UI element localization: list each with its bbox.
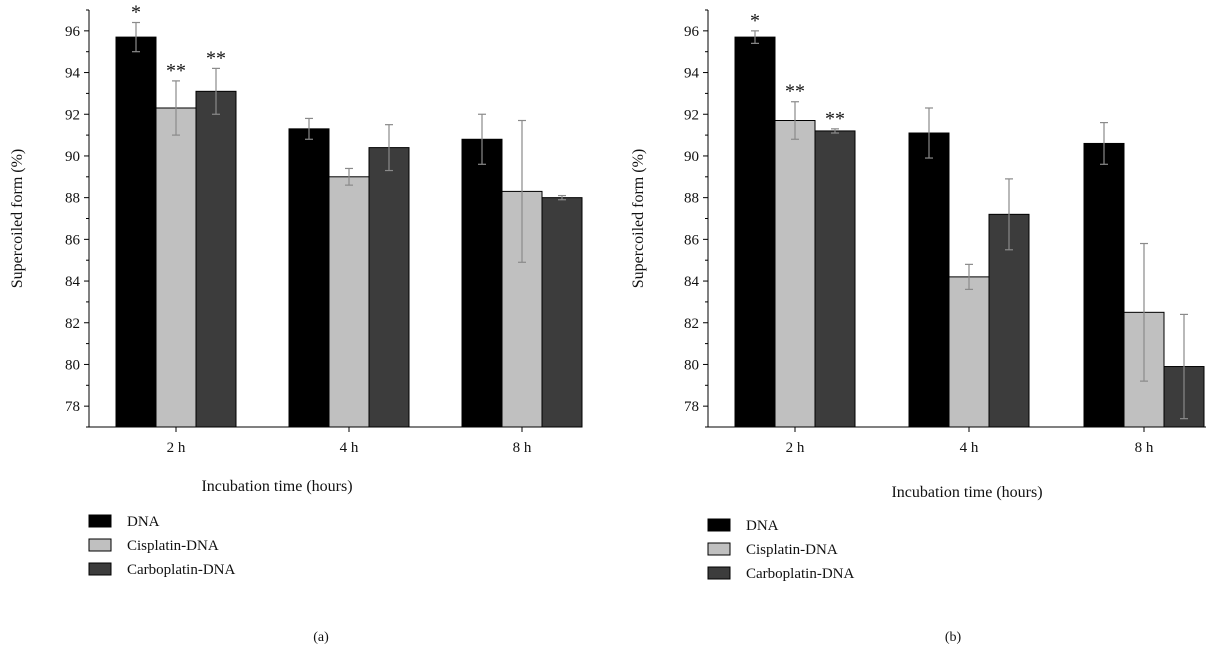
y-tick-label: 92 bbox=[65, 107, 80, 123]
panel-label: (a) bbox=[313, 630, 329, 645]
bar-carboplatin-dna bbox=[814, 130, 856, 428]
y-tick-label: 88 bbox=[684, 191, 699, 207]
bar-carboplatin-dna bbox=[195, 90, 237, 428]
y-tick-label: 86 bbox=[684, 232, 700, 248]
x-tick-label: 8 h bbox=[1135, 440, 1154, 456]
significance-marker: ** bbox=[166, 60, 186, 82]
y-tick-label: 96 bbox=[684, 24, 700, 40]
x-tick-label: 2 h bbox=[167, 440, 186, 456]
bar-cisplatin-dna bbox=[948, 276, 990, 428]
legend-swatch-carboplatin-dna bbox=[707, 566, 731, 580]
y-tick-label: 94 bbox=[684, 66, 700, 82]
y-tick-label: 96 bbox=[65, 24, 81, 40]
bar-cisplatin-dna bbox=[328, 176, 370, 428]
x-tick-label: 8 h bbox=[513, 440, 532, 456]
y-tick-label: 92 bbox=[684, 107, 699, 123]
significance-marker: * bbox=[750, 10, 760, 32]
y-tick-label: 78 bbox=[65, 399, 80, 415]
legend-label: DNA bbox=[127, 514, 160, 530]
y-tick-label: 82 bbox=[65, 316, 80, 332]
legend-swatch-carboplatin-dna bbox=[88, 562, 112, 576]
bar-dna bbox=[1083, 142, 1125, 428]
y-tick-label: 94 bbox=[65, 66, 81, 82]
y-axis-title: Supercoiled form (%) bbox=[9, 149, 26, 289]
legend-label: Carboplatin-DNA bbox=[746, 566, 854, 582]
significance-marker: ** bbox=[206, 47, 226, 69]
legend-swatch-dna bbox=[88, 514, 112, 528]
y-tick-label: 86 bbox=[65, 232, 81, 248]
x-tick-label: 2 h bbox=[786, 440, 805, 456]
bar-dna bbox=[461, 138, 503, 428]
legend-label: Cisplatin-DNA bbox=[127, 538, 219, 554]
bar-carboplatin-dna bbox=[368, 147, 410, 428]
x-tick-label: 4 h bbox=[340, 440, 359, 456]
y-axis-title: Supercoiled form (%) bbox=[630, 149, 647, 289]
legend-swatch-dna bbox=[707, 518, 731, 532]
panel-label: (b) bbox=[945, 630, 962, 645]
significance-marker: * bbox=[131, 2, 141, 24]
y-tick-label: 88 bbox=[65, 191, 80, 207]
legend-label: Cisplatin-DNA bbox=[746, 542, 838, 558]
y-tick-label: 84 bbox=[65, 274, 81, 290]
bar-cisplatin-dna bbox=[774, 120, 816, 428]
legend-label: Carboplatin-DNA bbox=[127, 562, 235, 578]
x-tick-label: 4 h bbox=[960, 440, 979, 456]
significance-marker: ** bbox=[825, 108, 845, 130]
bar-dna bbox=[288, 128, 330, 428]
x-axis-title: Incubation time (hours) bbox=[201, 478, 352, 495]
bar-carboplatin-dna bbox=[541, 197, 583, 428]
y-tick-label: 84 bbox=[684, 274, 700, 290]
legend-swatch-cisplatin-dna bbox=[707, 542, 731, 556]
y-tick-label: 90 bbox=[684, 149, 699, 165]
legend-swatch-cisplatin-dna bbox=[88, 538, 112, 552]
bar-cisplatin-dna bbox=[155, 107, 197, 428]
bar-dna bbox=[908, 132, 950, 428]
y-tick-label: 80 bbox=[65, 357, 80, 373]
significance-marker: ** bbox=[785, 81, 805, 103]
y-tick-label: 82 bbox=[684, 316, 699, 332]
y-tick-label: 78 bbox=[684, 399, 699, 415]
y-tick-label: 80 bbox=[684, 357, 699, 373]
y-tick-label: 90 bbox=[65, 149, 80, 165]
bar-dna bbox=[115, 36, 157, 428]
x-axis-title: Incubation time (hours) bbox=[891, 484, 1042, 501]
bar-dna bbox=[734, 36, 776, 428]
legend-label: DNA bbox=[746, 518, 779, 534]
